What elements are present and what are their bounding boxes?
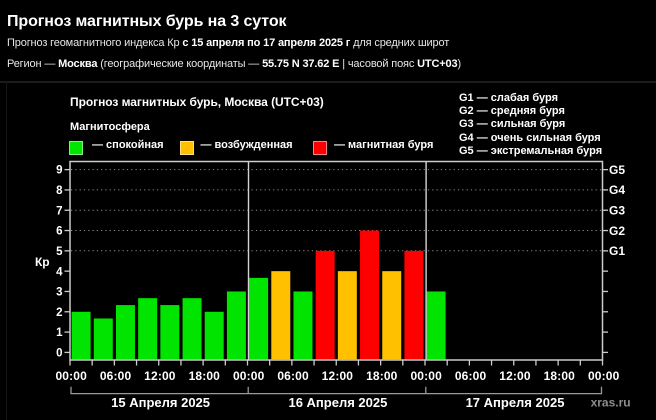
svg-text:18:00: 18:00	[366, 369, 398, 383]
svg-text:18:00: 18:00	[189, 369, 221, 383]
svg-text:12:00: 12:00	[144, 369, 176, 383]
svg-text:06:00: 06:00	[277, 369, 309, 383]
svg-text:00:00: 00:00	[233, 369, 265, 383]
svg-text:8: 8	[56, 185, 63, 197]
svg-text:00:00: 00:00	[588, 369, 620, 383]
svg-text:7: 7	[56, 205, 62, 217]
svg-text:Кр: Кр	[35, 255, 50, 269]
svg-text:12:00: 12:00	[499, 369, 531, 383]
svg-text:0: 0	[56, 348, 62, 360]
svg-text:00:00: 00:00	[410, 369, 442, 383]
svg-text:12:00: 12:00	[322, 369, 354, 383]
svg-text:06:00: 06:00	[455, 369, 487, 383]
svg-text:17 Апреля 2025: 17 Апреля 2025	[466, 395, 565, 410]
svg-text:G2: G2	[609, 224, 625, 238]
svg-text:06:00: 06:00	[100, 369, 132, 383]
svg-text:6: 6	[56, 226, 62, 238]
svg-text:G5: G5	[609, 163, 625, 177]
svg-text:2: 2	[56, 307, 62, 319]
svg-text:G3: G3	[609, 204, 625, 218]
svg-text:4: 4	[56, 266, 63, 278]
svg-text:xras.ru: xras.ru	[591, 395, 631, 409]
svg-text:1: 1	[56, 327, 63, 339]
svg-text:00:00: 00:00	[55, 369, 87, 383]
svg-text:9: 9	[56, 165, 62, 177]
svg-text:G1: G1	[609, 244, 625, 258]
svg-text:18:00: 18:00	[544, 369, 576, 383]
svg-text:15 Апреля 2025: 15 Апреля 2025	[111, 395, 210, 410]
svg-text:5: 5	[56, 246, 63, 258]
svg-text:3: 3	[56, 287, 62, 299]
svg-text:16 Апреля 2025: 16 Апреля 2025	[288, 395, 387, 410]
svg-text:G4: G4	[609, 183, 625, 197]
